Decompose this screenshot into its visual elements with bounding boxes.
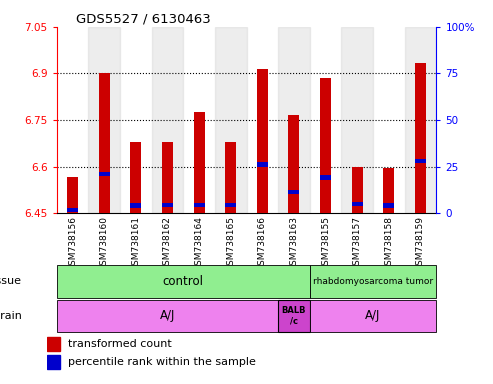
- Bar: [99, 172, 109, 176]
- Bar: [320, 78, 331, 213]
- Bar: [67, 177, 78, 213]
- Text: GDS5527 / 6130463: GDS5527 / 6130463: [76, 13, 211, 26]
- Bar: [288, 190, 299, 195]
- Bar: [194, 112, 205, 213]
- Bar: [257, 162, 268, 167]
- Bar: [57, 265, 310, 298]
- Bar: [384, 204, 394, 207]
- Bar: [162, 142, 173, 213]
- Bar: [415, 159, 426, 163]
- Bar: [310, 300, 436, 332]
- Bar: [341, 27, 373, 213]
- Text: rhabdomyosarcoma tumor: rhabdomyosarcoma tumor: [313, 277, 433, 286]
- Text: transformed count: transformed count: [68, 339, 172, 349]
- Bar: [99, 73, 109, 213]
- Bar: [47, 337, 61, 351]
- Bar: [415, 63, 426, 213]
- Text: A/J: A/J: [365, 310, 381, 322]
- Bar: [57, 300, 278, 332]
- Bar: [47, 355, 61, 369]
- Bar: [384, 168, 394, 213]
- Bar: [225, 202, 236, 207]
- Text: BALB
/c: BALB /c: [282, 306, 306, 326]
- Bar: [194, 202, 205, 207]
- Bar: [278, 27, 310, 213]
- Bar: [67, 208, 78, 212]
- Text: strain: strain: [0, 311, 22, 321]
- Bar: [288, 115, 299, 213]
- Bar: [215, 27, 246, 213]
- Bar: [130, 142, 141, 213]
- Text: tissue: tissue: [0, 276, 22, 286]
- Bar: [130, 204, 141, 207]
- Text: percentile rank within the sample: percentile rank within the sample: [68, 357, 256, 367]
- Bar: [278, 300, 310, 332]
- Bar: [310, 265, 436, 298]
- Bar: [88, 27, 120, 213]
- Text: A/J: A/J: [160, 310, 175, 322]
- Bar: [352, 202, 363, 206]
- Bar: [320, 175, 331, 180]
- Bar: [352, 167, 363, 213]
- Bar: [225, 142, 236, 213]
- Bar: [405, 27, 436, 213]
- Bar: [162, 202, 173, 207]
- Text: control: control: [163, 275, 204, 288]
- Bar: [152, 27, 183, 213]
- Bar: [257, 69, 268, 213]
